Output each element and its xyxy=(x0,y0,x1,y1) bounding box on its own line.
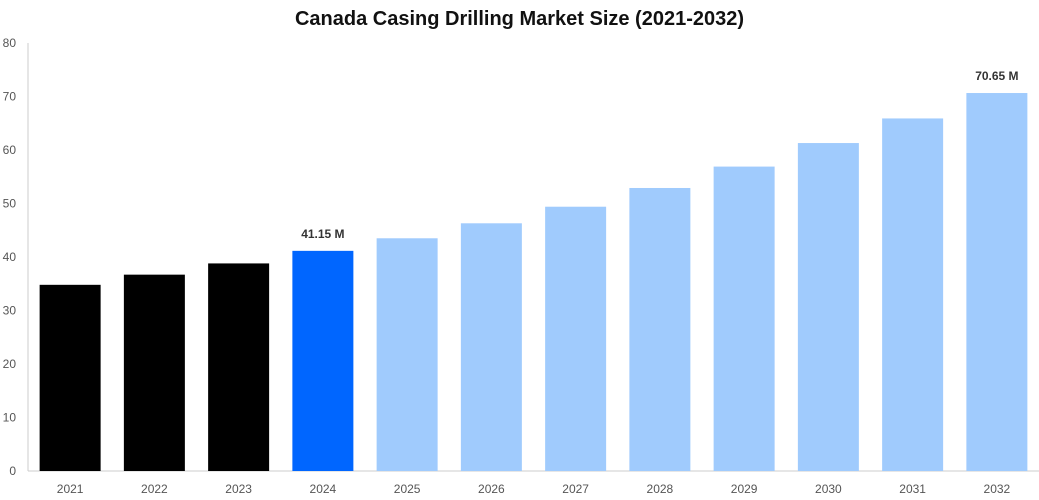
x-tick-label: 2028 xyxy=(647,482,674,496)
x-tick-label: 2026 xyxy=(478,482,505,496)
y-tick-label: 20 xyxy=(3,357,17,371)
x-tick-label: 2025 xyxy=(394,482,421,496)
x-tick-label: 2022 xyxy=(141,482,168,496)
y-tick-label: 70 xyxy=(3,90,17,104)
bar-2022 xyxy=(123,274,185,471)
bar-2024 xyxy=(292,250,354,471)
bar-2023 xyxy=(208,263,270,471)
x-tick-label: 2024 xyxy=(310,482,337,496)
bar-2027 xyxy=(545,206,607,471)
bar-2026 xyxy=(460,223,522,471)
bar-2025 xyxy=(376,238,438,471)
x-tick-label: 2023 xyxy=(225,482,252,496)
y-axis: 0 10 20 30 40 50 60 70 80 xyxy=(3,36,29,478)
data-label-2024: 41.15 M xyxy=(301,227,344,241)
bar-2028 xyxy=(629,187,691,472)
x-tick-label: 2032 xyxy=(984,482,1011,496)
y-tick-label: 10 xyxy=(3,411,17,425)
x-tick-label: 2027 xyxy=(562,482,589,496)
y-tick-label: 60 xyxy=(3,143,17,157)
x-tick-label: 2031 xyxy=(899,482,926,496)
bar-2021 xyxy=(39,284,101,471)
data-label-2032: 70.65 M xyxy=(975,69,1018,83)
y-tick-label: 40 xyxy=(3,250,17,264)
x-axis: 2021 2022 2023 2024 2025 2026 2027 2028 2029 2030… xyxy=(28,470,1039,496)
x-tick-label: 2029 xyxy=(731,482,758,496)
y-tick-label: 0 xyxy=(9,464,16,478)
y-tick-label: 50 xyxy=(3,197,17,211)
x-tick-label: 2030 xyxy=(815,482,842,496)
bar-2031 xyxy=(882,118,944,471)
bar-2029 xyxy=(713,166,775,471)
y-tick-label: 30 xyxy=(3,304,17,318)
chart-title: Canada Casing Drilling Market Size (2021… xyxy=(294,8,745,30)
bar-2030 xyxy=(797,143,859,472)
bar-2032 xyxy=(966,93,1028,472)
y-tick-label: 80 xyxy=(3,36,17,50)
x-tick-label: 2021 xyxy=(57,482,84,496)
data-labels-group: 41.15 M 70.65 M xyxy=(301,69,1018,241)
bars-group xyxy=(39,93,1028,472)
